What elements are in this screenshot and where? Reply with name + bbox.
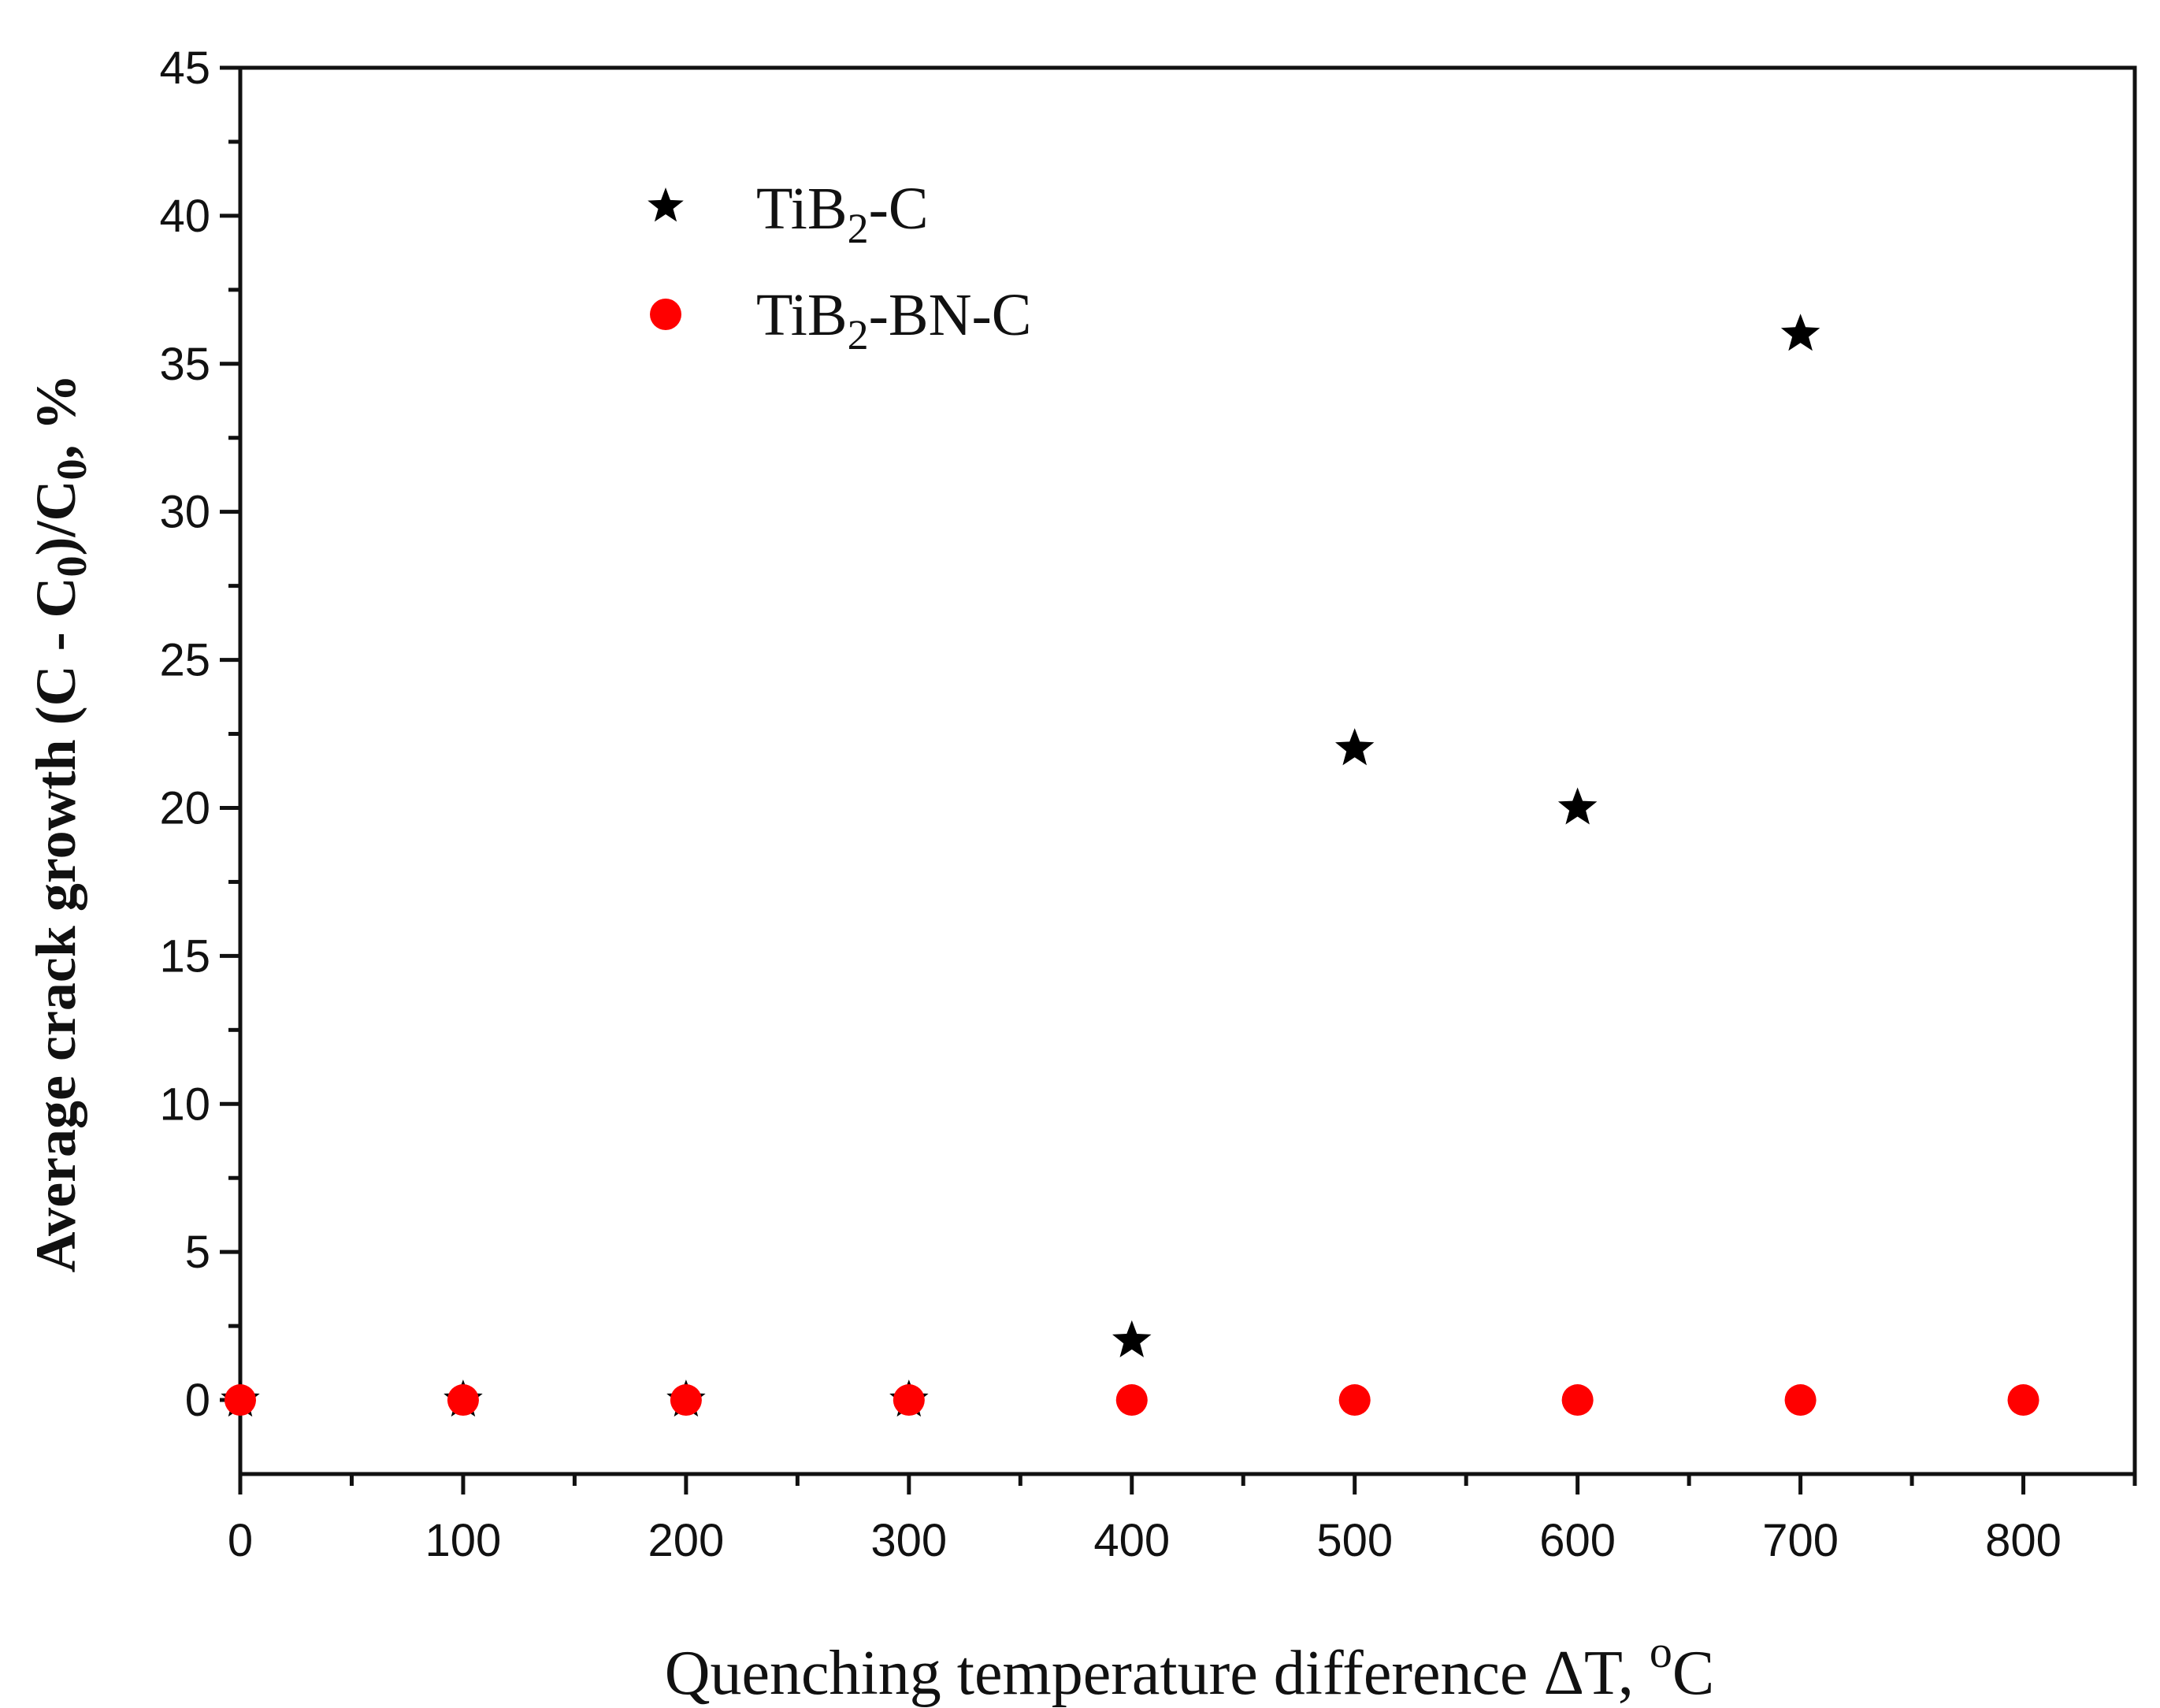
legend-label-tail: -BN-C [869, 282, 1032, 348]
x-axis-title: Quenching temperature difference ΔT, oC [665, 1626, 1714, 1708]
x-tick-label: 800 [1985, 1515, 2062, 1566]
plot-frame [238, 65, 2137, 1476]
data-point-tib2-bn-c [225, 1384, 256, 1417]
x-axis-title-text: Quenching temperature difference ΔT, [665, 1639, 1650, 1708]
x-tick-label: 200 [648, 1515, 724, 1566]
y-axis-title: Average crack growth (C - C0)/C0, % [24, 373, 95, 1272]
legend-label-main: TiB [756, 176, 848, 242]
y-tick-label: 15 [159, 930, 210, 982]
x-tick-label: 600 [1539, 1515, 1616, 1566]
legend-label-sub: 2 [848, 311, 869, 358]
data-point-tib2-c [1780, 314, 1820, 351]
y-axis-title-part-1: Average crack growth (C - C [24, 577, 87, 1272]
data-point-tib2-c [1557, 787, 1598, 825]
y-tick-label: 35 [159, 339, 210, 390]
legend-item-tib2-c: TiB2-C [648, 176, 929, 252]
x-axis-title-unit-sup: o [1650, 1626, 1672, 1677]
data-point-tib2-bn-c [1115, 1384, 1148, 1417]
y-tick-label: 5 [185, 1227, 210, 1278]
y-tick-label: 10 [159, 1079, 210, 1130]
legend-label-sub: 2 [848, 205, 869, 252]
data-point-tib2-bn-c [1561, 1384, 1594, 1417]
x-tick-label: 0 [228, 1515, 253, 1566]
y-tick-label: 30 [159, 487, 210, 538]
legend-item-tib2-bn-c: TiB2-BN-C [650, 282, 1031, 358]
data-point-tib2-bn-c [1784, 1384, 1817, 1417]
x-tick-label: 400 [1093, 1515, 1170, 1566]
x-axis: 0 100 200 300 400 500 600 700 800 [228, 1474, 2137, 1566]
legend: TiB2-C TiB2-BN-C [648, 176, 1031, 358]
data-point-tib2-bn-c [1338, 1384, 1371, 1417]
x-tick-label: 300 [870, 1515, 947, 1566]
x-axis-title-unit: C [1672, 1639, 1714, 1708]
y-axis-title-sub-2: 0 [48, 459, 95, 480]
x-tick-label: 100 [425, 1515, 502, 1566]
y-axis-title-part-3: , % [24, 373, 87, 459]
y-tick-label: 45 [159, 43, 210, 94]
y-tick-label: 40 [159, 191, 210, 242]
y-tick-label: 0 [185, 1375, 210, 1426]
legend-circle-marker-icon [650, 299, 681, 330]
data-point-tib2-c [1335, 728, 1375, 766]
legend-label-tib2-bn-c: TiB2-BN-C [756, 282, 1031, 358]
y-axis: 0 5 10 15 20 25 30 35 40 45 [159, 43, 240, 1426]
legend-label-main: TiB [756, 282, 848, 348]
y-tick-label: 25 [159, 635, 210, 686]
series-layer [221, 314, 2039, 1417]
legend-label-tail: -C [869, 176, 929, 242]
y-axis-title-part-2: )/C [24, 480, 87, 555]
legend-star-marker-icon [648, 188, 684, 222]
x-tick-label: 700 [1762, 1515, 1839, 1566]
data-point-tib2-bn-c [2007, 1384, 2039, 1417]
data-point-tib2-bn-c [447, 1384, 479, 1417]
data-point-tib2-bn-c [893, 1384, 925, 1417]
legend-label-tib2-c: TiB2-C [756, 176, 929, 252]
data-point-tib2-c [1112, 1320, 1152, 1357]
data-point-tib2-bn-c [670, 1384, 702, 1417]
x-tick-label: 500 [1316, 1515, 1393, 1566]
y-tick-label: 20 [159, 782, 210, 834]
y-axis-title-sub-1: 0 [48, 555, 95, 577]
